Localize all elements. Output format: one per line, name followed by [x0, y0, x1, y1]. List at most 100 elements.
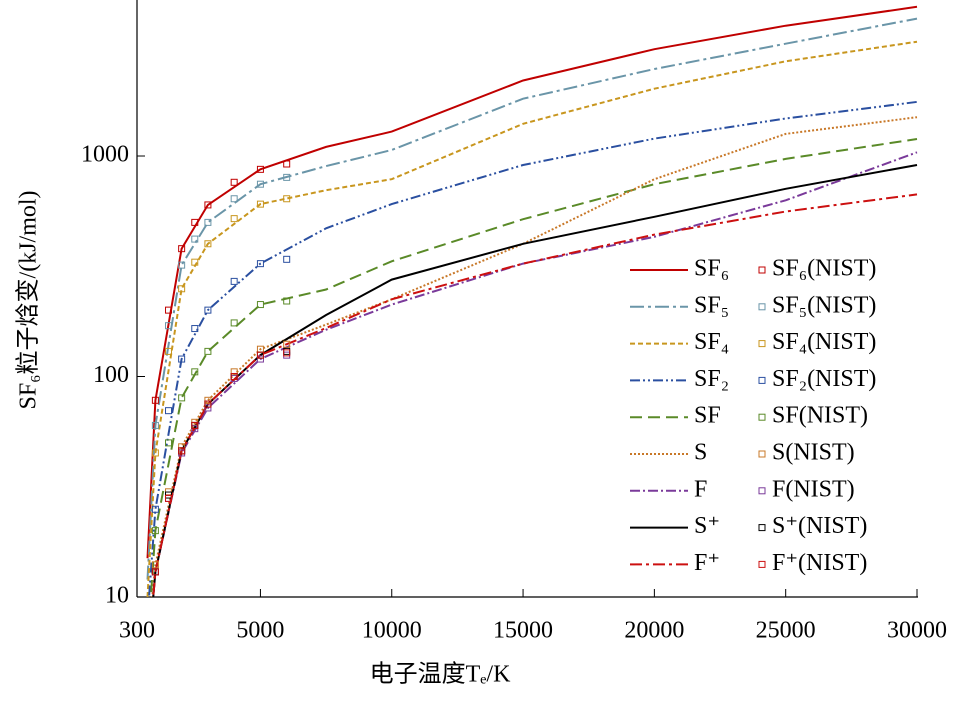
x-tick-label: 300 [119, 618, 155, 644]
legend-label: SF₆(NIST) [772, 256, 876, 282]
x-tick-label: 25000 [756, 618, 816, 644]
legend-label: SF₆ [694, 256, 729, 282]
marker [151, 449, 159, 457]
marker [165, 347, 173, 355]
marker [283, 349, 291, 357]
x-tick-label: 5000 [236, 618, 284, 644]
marker [283, 255, 291, 263]
marker [204, 400, 212, 408]
marker [178, 355, 186, 363]
marker [256, 165, 264, 173]
marker [256, 260, 264, 268]
legend-marker [758, 450, 766, 458]
legend-label: S⁺ [694, 513, 720, 539]
marker [204, 306, 212, 314]
marker [230, 195, 238, 203]
marker [204, 218, 212, 226]
marker [230, 215, 238, 223]
marker [283, 340, 291, 348]
marker [151, 396, 159, 404]
marker [151, 561, 159, 569]
marker [256, 200, 264, 208]
marker [204, 404, 212, 412]
marker [191, 368, 199, 376]
legend-label: F(NIST) [772, 476, 855, 502]
marker [204, 201, 212, 209]
marker [283, 351, 291, 359]
x-tick-label: 15000 [493, 618, 553, 644]
legend-label: F⁺ [694, 550, 720, 576]
legend-marker [758, 413, 766, 421]
plot-area [146, 5, 918, 597]
x-axis-title: 电子温度Tₑ/K [370, 661, 511, 688]
legend-label: SF₄(NIST) [772, 329, 876, 355]
y-axis-title: SF₆粒子焓变/(kJ/mol) [15, 190, 42, 409]
y-tick-label: 10 [105, 583, 129, 609]
marker [151, 527, 159, 535]
marker [230, 178, 238, 186]
legend-label: SF [694, 403, 721, 429]
x-tick-label: 20000 [624, 618, 684, 644]
legend-label: SF₂(NIST) [772, 366, 876, 392]
marker [151, 568, 159, 576]
legend-marker [758, 524, 766, 532]
line [152, 193, 918, 597]
marker [178, 285, 186, 293]
marker [256, 301, 264, 309]
marker [230, 319, 238, 327]
marker [191, 235, 199, 243]
legend-marker [758, 487, 766, 495]
marker [151, 505, 159, 513]
marker [256, 355, 264, 363]
y-tick-label: 1000 [81, 142, 129, 168]
marker [283, 297, 291, 305]
line [148, 100, 918, 597]
legend-marker [758, 376, 766, 384]
marker [256, 180, 264, 188]
line [146, 5, 918, 559]
marker [178, 447, 186, 455]
marker [204, 240, 212, 248]
legend-label: SF₂ [694, 366, 729, 392]
line [149, 138, 918, 597]
legend-label: S(NIST) [772, 440, 855, 466]
x-tick-label: 30000 [887, 618, 947, 644]
marker [283, 160, 291, 168]
legend-marker [758, 266, 766, 274]
line [152, 164, 918, 597]
line [151, 116, 918, 597]
legend-label: S⁺(NIST) [772, 513, 867, 539]
legend-marker [758, 340, 766, 348]
marker [256, 351, 264, 359]
marker [151, 421, 159, 429]
marker [178, 394, 186, 402]
legend-label: SF₅(NIST) [772, 292, 876, 318]
legend-marker [758, 303, 766, 311]
marker [178, 245, 186, 253]
marker [283, 195, 291, 203]
marker [165, 306, 173, 314]
legend-label: S [694, 440, 707, 466]
marker [230, 368, 238, 376]
marker [230, 373, 238, 381]
legend-marker [758, 560, 766, 568]
marker [165, 494, 173, 502]
legend-label: F⁺(NIST) [772, 550, 867, 576]
y-tick-label: 100 [93, 362, 129, 388]
legend-label: SF₅ [694, 292, 729, 318]
marker [191, 258, 199, 266]
marker [204, 396, 212, 404]
marker [165, 407, 173, 415]
line [146, 17, 918, 580]
line [152, 151, 918, 597]
legend-label: SF(NIST) [772, 403, 868, 429]
marker [191, 421, 199, 429]
marker [283, 173, 291, 181]
marker [230, 277, 238, 285]
marker [165, 322, 173, 330]
marker [191, 325, 199, 333]
marker [178, 261, 186, 269]
marker [191, 218, 199, 226]
x-tick-label: 10000 [362, 618, 422, 644]
